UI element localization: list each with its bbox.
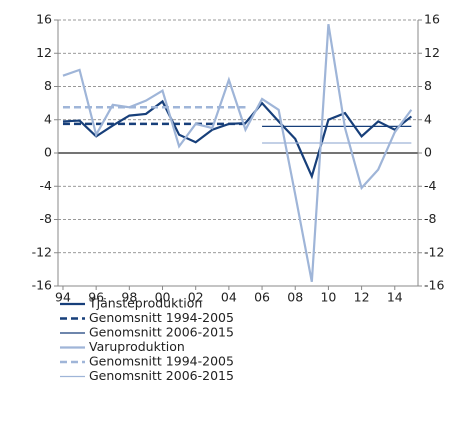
legend-label: Varuproduktion xyxy=(89,339,185,354)
y-tick-label: -4 xyxy=(40,178,53,193)
y-tick-label: -12 xyxy=(32,244,52,259)
y-tick-label: 4 xyxy=(44,111,52,126)
legend-label: Genomsnitt 2006-2015 xyxy=(89,325,234,340)
legend-label: Genomsnitt 1994-2005 xyxy=(89,310,234,325)
x-tick-label: 02 xyxy=(188,290,204,305)
x-tick-label: 96 xyxy=(88,290,104,305)
y-tick-label: 0 xyxy=(44,145,52,160)
x-tick-label: 14 xyxy=(387,290,403,305)
y-tick-label: -16 xyxy=(32,278,52,293)
y2-tick-label: 12 xyxy=(424,45,440,60)
x-tick-label: 12 xyxy=(354,290,370,305)
legend-label: Genomsnitt 2006-2015 xyxy=(89,368,234,383)
x-tick-label: 98 xyxy=(121,290,137,305)
x-tick-label: 06 xyxy=(254,290,270,305)
x-tick-label: 04 xyxy=(221,290,237,305)
x-tick-label: 00 xyxy=(155,290,171,305)
x-tick-label: 10 xyxy=(320,290,336,305)
y-tick-label: -8 xyxy=(40,211,53,226)
y-tick-label: 16 xyxy=(36,12,52,27)
y2-tick-label: 8 xyxy=(424,78,432,93)
y2-tick-label: -12 xyxy=(424,244,444,259)
x-tick-label: 94 xyxy=(55,290,71,305)
y2-tick-label: 0 xyxy=(424,145,432,160)
y2-tick-label: 16 xyxy=(424,12,440,27)
legend-label: Tjänsteproduktion xyxy=(88,296,202,311)
y2-tick-label: -8 xyxy=(424,211,437,226)
y2-tick-label: 4 xyxy=(424,111,432,126)
legend-label: Genomsnitt 1994-2005 xyxy=(89,354,234,369)
y2-tick-label: -4 xyxy=(424,178,437,193)
series-line xyxy=(62,99,413,180)
x-tick-label: 08 xyxy=(287,290,303,305)
y-tick-label: 12 xyxy=(36,45,52,60)
y2-tick-label: -16 xyxy=(424,278,444,293)
y-tick-label: 8 xyxy=(44,78,52,93)
